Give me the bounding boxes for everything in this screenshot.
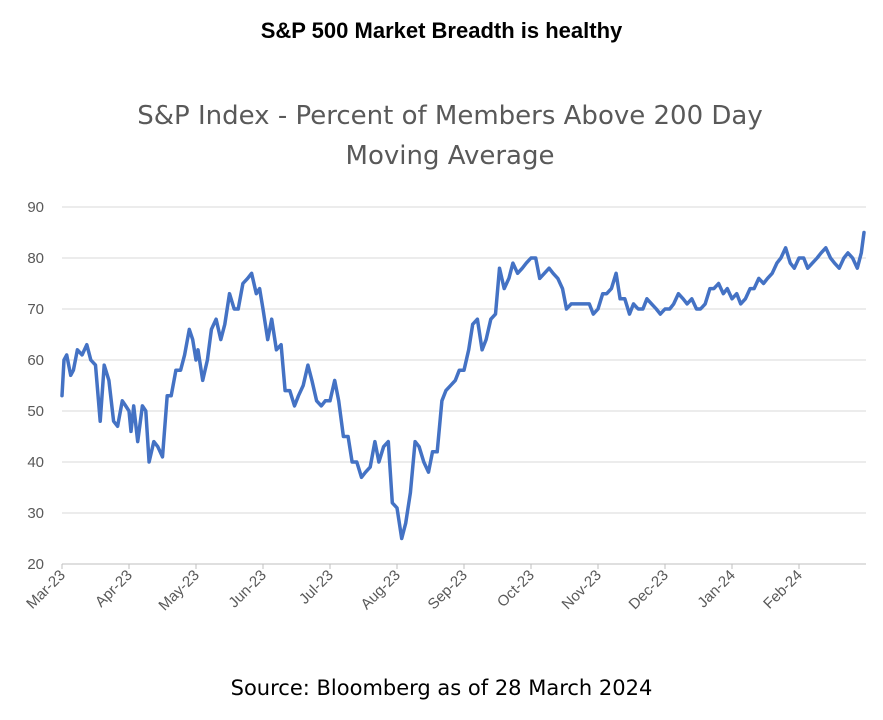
x-tick-label: Jun-23	[225, 567, 269, 611]
chart-title-line-2: Moving Average	[345, 141, 555, 171]
x-tick-label: Apr-23	[92, 567, 136, 611]
x-tick-label: Aug-23	[358, 567, 404, 613]
x-tick-label: May-23	[155, 567, 202, 614]
x-tick-label: Nov-23	[559, 567, 605, 613]
y-tick-label: 80	[27, 250, 44, 267]
line-chart: 20 30 40 50 60 70 80 90 Mar-23 Apr-23 May-23 Jun-2…	[23, 199, 866, 614]
x-tick-label: Feb-24	[760, 567, 806, 613]
y-tick-label: 40	[27, 454, 44, 471]
x-tick-label: Sep-23	[425, 567, 471, 613]
y-axis-ticks: 20 30 40 50 60 70 80 90	[27, 199, 44, 573]
x-tick-label: Jan-24	[694, 567, 738, 611]
chart-title: S&P Index - Percent of Members Above 200…	[0, 96, 883, 176]
x-tick-label: Mar-23	[23, 567, 69, 613]
y-tick-label: 60	[27, 352, 44, 369]
y-tick-label: 50	[27, 403, 44, 420]
grid-lines	[62, 206, 866, 565]
x-tick-label: Oct-23	[494, 567, 538, 611]
y-tick-label: 70	[27, 301, 44, 318]
x-tick-label: Jul-23	[296, 567, 337, 608]
y-tick-label: 20	[27, 556, 44, 573]
headline: S&P 500 Market Breadth is healthy	[260, 18, 623, 43]
series-line-0	[60, 230, 866, 541]
y-tick-label: 90	[27, 199, 44, 216]
plot-area	[60, 230, 866, 541]
x-axis-ticks: Mar-23 Apr-23 May-23 Jun-23 Jul-23 Aug-23 Sep-…	[23, 564, 806, 614]
source-note: Source: Bloomberg as of 28 March 2024	[230, 676, 653, 700]
y-tick-label: 30	[27, 505, 44, 522]
x-tick-label: Dec-23	[626, 567, 672, 613]
chart-title-line-1: S&P Index - Percent of Members Above 200…	[137, 101, 763, 131]
